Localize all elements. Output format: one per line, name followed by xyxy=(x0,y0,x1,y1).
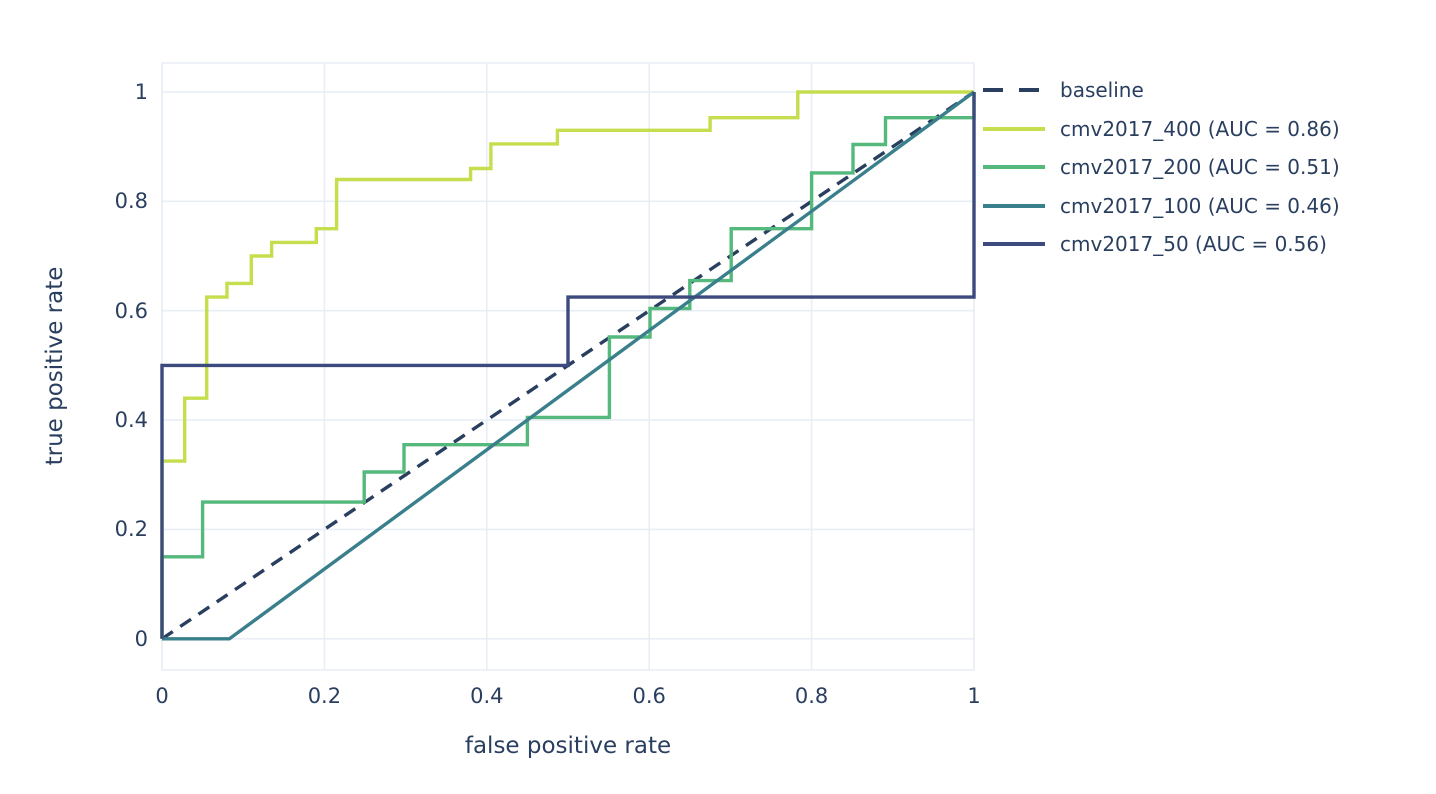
x-tick-label: 0.6 xyxy=(632,684,666,708)
y-axis-title: true positive rate xyxy=(42,266,68,466)
legend-item-2[interactable]: cmv2017_200 (AUC = 0.51) xyxy=(983,148,1340,187)
x-tick-label: 0.4 xyxy=(470,684,504,708)
y-tick-label: 0.6 xyxy=(114,298,148,323)
y-tick-label: 0.4 xyxy=(114,408,148,433)
legend-item-0[interactable]: baseline xyxy=(983,71,1340,110)
y-tick-label: 0.8 xyxy=(114,189,148,214)
legend-label: cmv2017_400 (AUC = 0.86) xyxy=(1060,116,1340,141)
series-line-4 xyxy=(160,92,976,639)
x-tick-label: 0.2 xyxy=(307,684,342,708)
x-tick-label: 0.8 xyxy=(794,684,829,708)
legend-label: cmv2017_50 (AUC = 0.56) xyxy=(1060,232,1327,257)
x-axis-title: false positive rate xyxy=(464,733,672,759)
legend-line-swatch xyxy=(983,88,1045,93)
legend-line-swatch xyxy=(983,126,1045,131)
legend-item-3[interactable]: cmv2017_100 (AUC = 0.46) xyxy=(983,187,1340,226)
y-tick-label: 0 xyxy=(134,626,148,651)
series-line-2 xyxy=(160,92,976,639)
y-tick-label: 1 xyxy=(134,79,148,104)
x-tick-label: 1 xyxy=(967,684,981,708)
legend-line-swatch xyxy=(983,165,1045,170)
y-tick-label: 0.2 xyxy=(114,517,148,542)
legend-item-1[interactable]: cmv2017_400 (AUC = 0.86) xyxy=(983,110,1340,149)
legend-item-4[interactable]: cmv2017_50 (AUC = 0.56) xyxy=(983,225,1340,264)
legend-label: cmv2017_100 (AUC = 0.46) xyxy=(1060,193,1340,218)
legend: baseline cmv2017_400 (AUC = 0.86) cmv2017_… xyxy=(983,71,1340,264)
legend-line-swatch xyxy=(983,203,1045,208)
legend-label: baseline xyxy=(1060,78,1144,103)
legend-label: cmv2017_200 (AUC = 0.51) xyxy=(1060,155,1340,180)
legend-line-swatch xyxy=(983,242,1045,247)
series-line-3 xyxy=(162,90,976,641)
x-tick-label: 0 xyxy=(155,684,169,708)
